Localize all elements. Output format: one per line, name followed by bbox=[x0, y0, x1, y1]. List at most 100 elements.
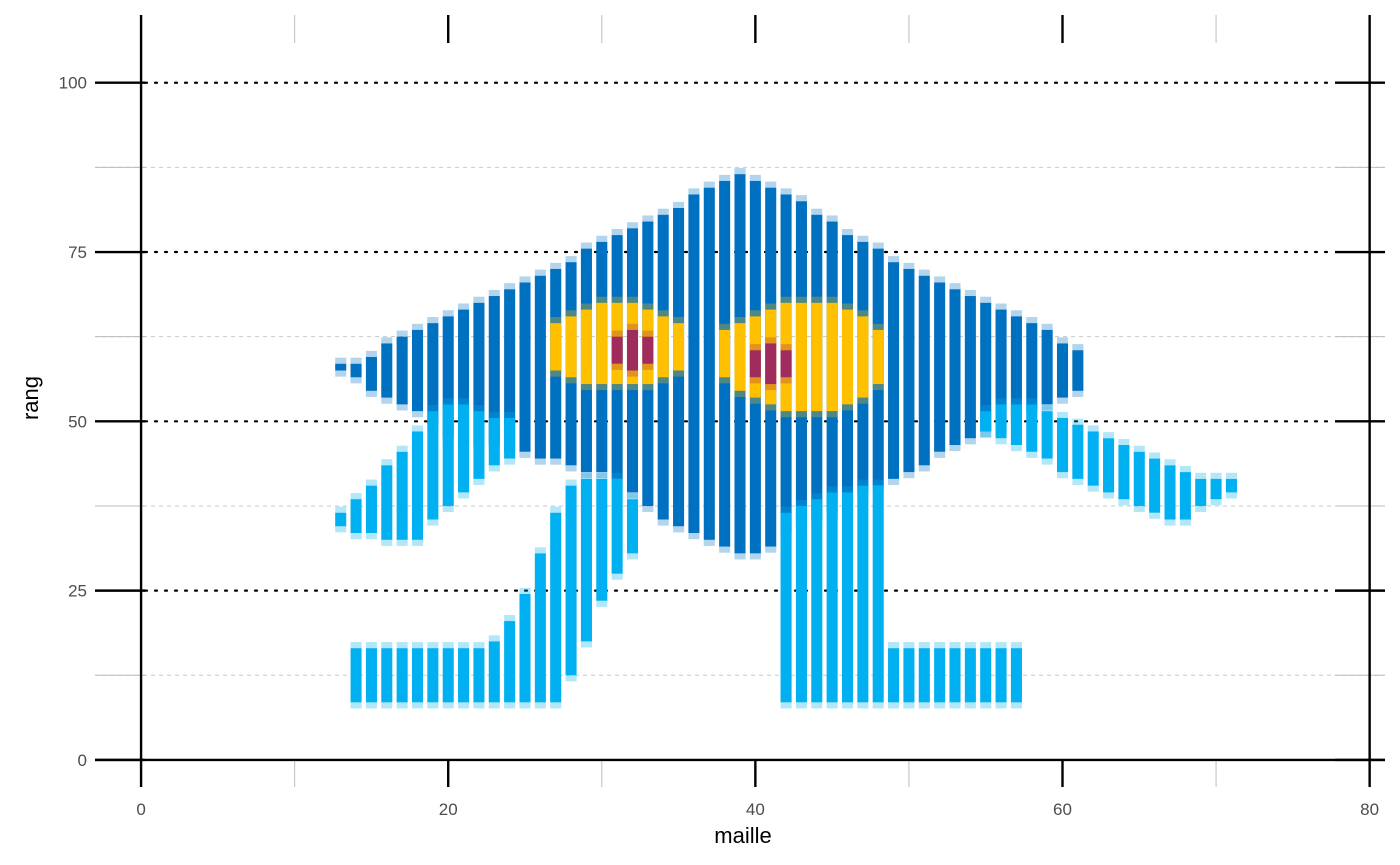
heatmap-cell-column bbox=[442, 404, 454, 506]
heatmap-cell-fade bbox=[381, 459, 393, 466]
heatmap-cell-fade bbox=[473, 478, 485, 485]
heatmap-cell-fade bbox=[596, 384, 608, 391]
heatmap-cell-fade bbox=[918, 702, 930, 709]
heatmap-cell-fade bbox=[811, 493, 823, 500]
heatmap-cell-fade bbox=[381, 642, 393, 649]
heatmap-cell-fade bbox=[565, 256, 577, 263]
heatmap-cell-column bbox=[411, 648, 424, 703]
heatmap-cell-fade bbox=[719, 377, 731, 384]
x-tick-label: 40 bbox=[746, 800, 765, 819]
heatmap-cell-column bbox=[488, 417, 500, 466]
heatmap-cell-column bbox=[918, 275, 930, 466]
heatmap-cell-fade bbox=[411, 425, 424, 432]
heatmap-cell-column bbox=[365, 485, 377, 534]
heatmap-cell-fade bbox=[1072, 344, 1084, 351]
heatmap-cell-fade bbox=[765, 337, 777, 344]
heatmap-cell-fade bbox=[596, 472, 608, 479]
heatmap-cell-fade bbox=[980, 296, 992, 303]
heatmap-cell-fade bbox=[626, 323, 639, 330]
heatmap-cell-fade bbox=[765, 303, 777, 310]
heatmap-cell-fade bbox=[626, 553, 639, 560]
heatmap-cell-fade bbox=[857, 702, 869, 709]
heatmap-cell-fade bbox=[811, 411, 823, 418]
heatmap-cell-column bbox=[1026, 404, 1038, 452]
heatmap-cell-fade bbox=[427, 642, 439, 649]
heatmap-cell-column bbox=[381, 465, 393, 540]
heatmap-cell-column bbox=[688, 194, 700, 534]
heatmap-cell-column bbox=[626, 499, 639, 554]
heatmap-cell-fade bbox=[396, 702, 408, 709]
heatmap-cell-fade bbox=[673, 317, 685, 324]
heatmap-cell-column bbox=[365, 356, 377, 391]
heatmap-cell-fade bbox=[857, 235, 869, 242]
heatmap-cell-column bbox=[596, 302, 608, 385]
heatmap-cell-column bbox=[719, 329, 731, 378]
heatmap-cell-column bbox=[949, 648, 961, 703]
heatmap-cell-fade bbox=[442, 310, 454, 317]
heatmap-cell-fade bbox=[749, 397, 761, 404]
heatmap-cell-fade bbox=[488, 465, 500, 472]
heatmap-cell-fade bbox=[734, 168, 746, 175]
heatmap-cell-fade bbox=[442, 398, 454, 405]
heatmap-cell-fade bbox=[626, 493, 639, 500]
heatmap-cell-column bbox=[458, 404, 470, 493]
heatmap-cell-column bbox=[1072, 424, 1084, 479]
heatmap-cell-column bbox=[918, 648, 930, 703]
heatmap-cell-fade bbox=[596, 600, 608, 607]
heatmap-cell-column bbox=[411, 431, 424, 540]
heatmap-cell-fade bbox=[657, 208, 669, 215]
heatmap-cell-fade bbox=[934, 702, 946, 709]
heatmap-cell-fade bbox=[488, 411, 500, 418]
heatmap-cell-column bbox=[1010, 648, 1022, 703]
heatmap-cell-fade bbox=[550, 506, 562, 513]
heatmap-cell-fade bbox=[411, 642, 424, 649]
heatmap-cell-fade bbox=[903, 642, 915, 649]
heatmap-cell-fade bbox=[611, 228, 623, 236]
heatmap-cell-fade bbox=[504, 411, 516, 418]
heatmap-cell-fade bbox=[565, 479, 577, 486]
heatmap-cell-fade bbox=[396, 330, 408, 337]
heatmap-cell-fade bbox=[1103, 432, 1115, 439]
heatmap-cell-fade bbox=[642, 363, 654, 370]
heatmap-cell-fade bbox=[1010, 642, 1022, 649]
heatmap-cell-column bbox=[995, 404, 1007, 439]
heatmap-cell-column bbox=[934, 282, 946, 452]
heatmap-cell-column bbox=[703, 187, 715, 540]
heatmap-cell-column bbox=[442, 648, 454, 703]
heatmap-cell-fade bbox=[504, 702, 516, 709]
heatmap-cell-fade bbox=[365, 642, 377, 649]
heatmap-cell-fade bbox=[949, 445, 961, 452]
heatmap-cell-fade bbox=[550, 317, 562, 324]
heatmap-cell-fade bbox=[1026, 398, 1038, 405]
heatmap-cell-column bbox=[826, 492, 838, 703]
heatmap-cell-fade bbox=[995, 398, 1007, 405]
heatmap-cell-fade bbox=[642, 505, 654, 513]
heatmap-cell-fade bbox=[872, 323, 884, 330]
heatmap-cell-fade bbox=[1056, 397, 1069, 404]
heatmap-cell-fade bbox=[411, 702, 424, 709]
heatmap-cell-fade bbox=[765, 404, 777, 411]
heatmap-cell-fade bbox=[473, 642, 485, 649]
heatmap-cell-fade bbox=[719, 323, 731, 330]
heatmap-cell-fade bbox=[918, 465, 930, 472]
heatmap-cell-column bbox=[657, 316, 669, 378]
heatmap-cell-column bbox=[903, 268, 915, 473]
heatmap-cell-fade bbox=[427, 405, 439, 412]
data-layer bbox=[335, 168, 1237, 709]
heatmap-cell-fade bbox=[580, 472, 592, 479]
heatmap-cell-fade bbox=[795, 702, 807, 709]
heatmap-cell-fade bbox=[626, 492, 639, 499]
heatmap-cell-fade bbox=[780, 702, 792, 709]
heatmap-cell-column bbox=[626, 329, 639, 371]
heatmap-cell-fade bbox=[504, 283, 516, 290]
heatmap-cell-fade bbox=[611, 296, 623, 303]
heatmap-cell-fade bbox=[964, 438, 976, 445]
heatmap-cell-fade bbox=[872, 384, 884, 391]
heatmap-cell-fade bbox=[626, 222, 639, 229]
heatmap-cell-fade bbox=[350, 493, 362, 500]
heatmap-cell-column bbox=[473, 302, 485, 446]
heatmap-cell-fade bbox=[1225, 472, 1237, 479]
heatmap-cell-fade bbox=[642, 303, 654, 310]
heatmap-cell-column bbox=[1072, 350, 1084, 391]
heatmap-cell-fade bbox=[1010, 398, 1022, 405]
